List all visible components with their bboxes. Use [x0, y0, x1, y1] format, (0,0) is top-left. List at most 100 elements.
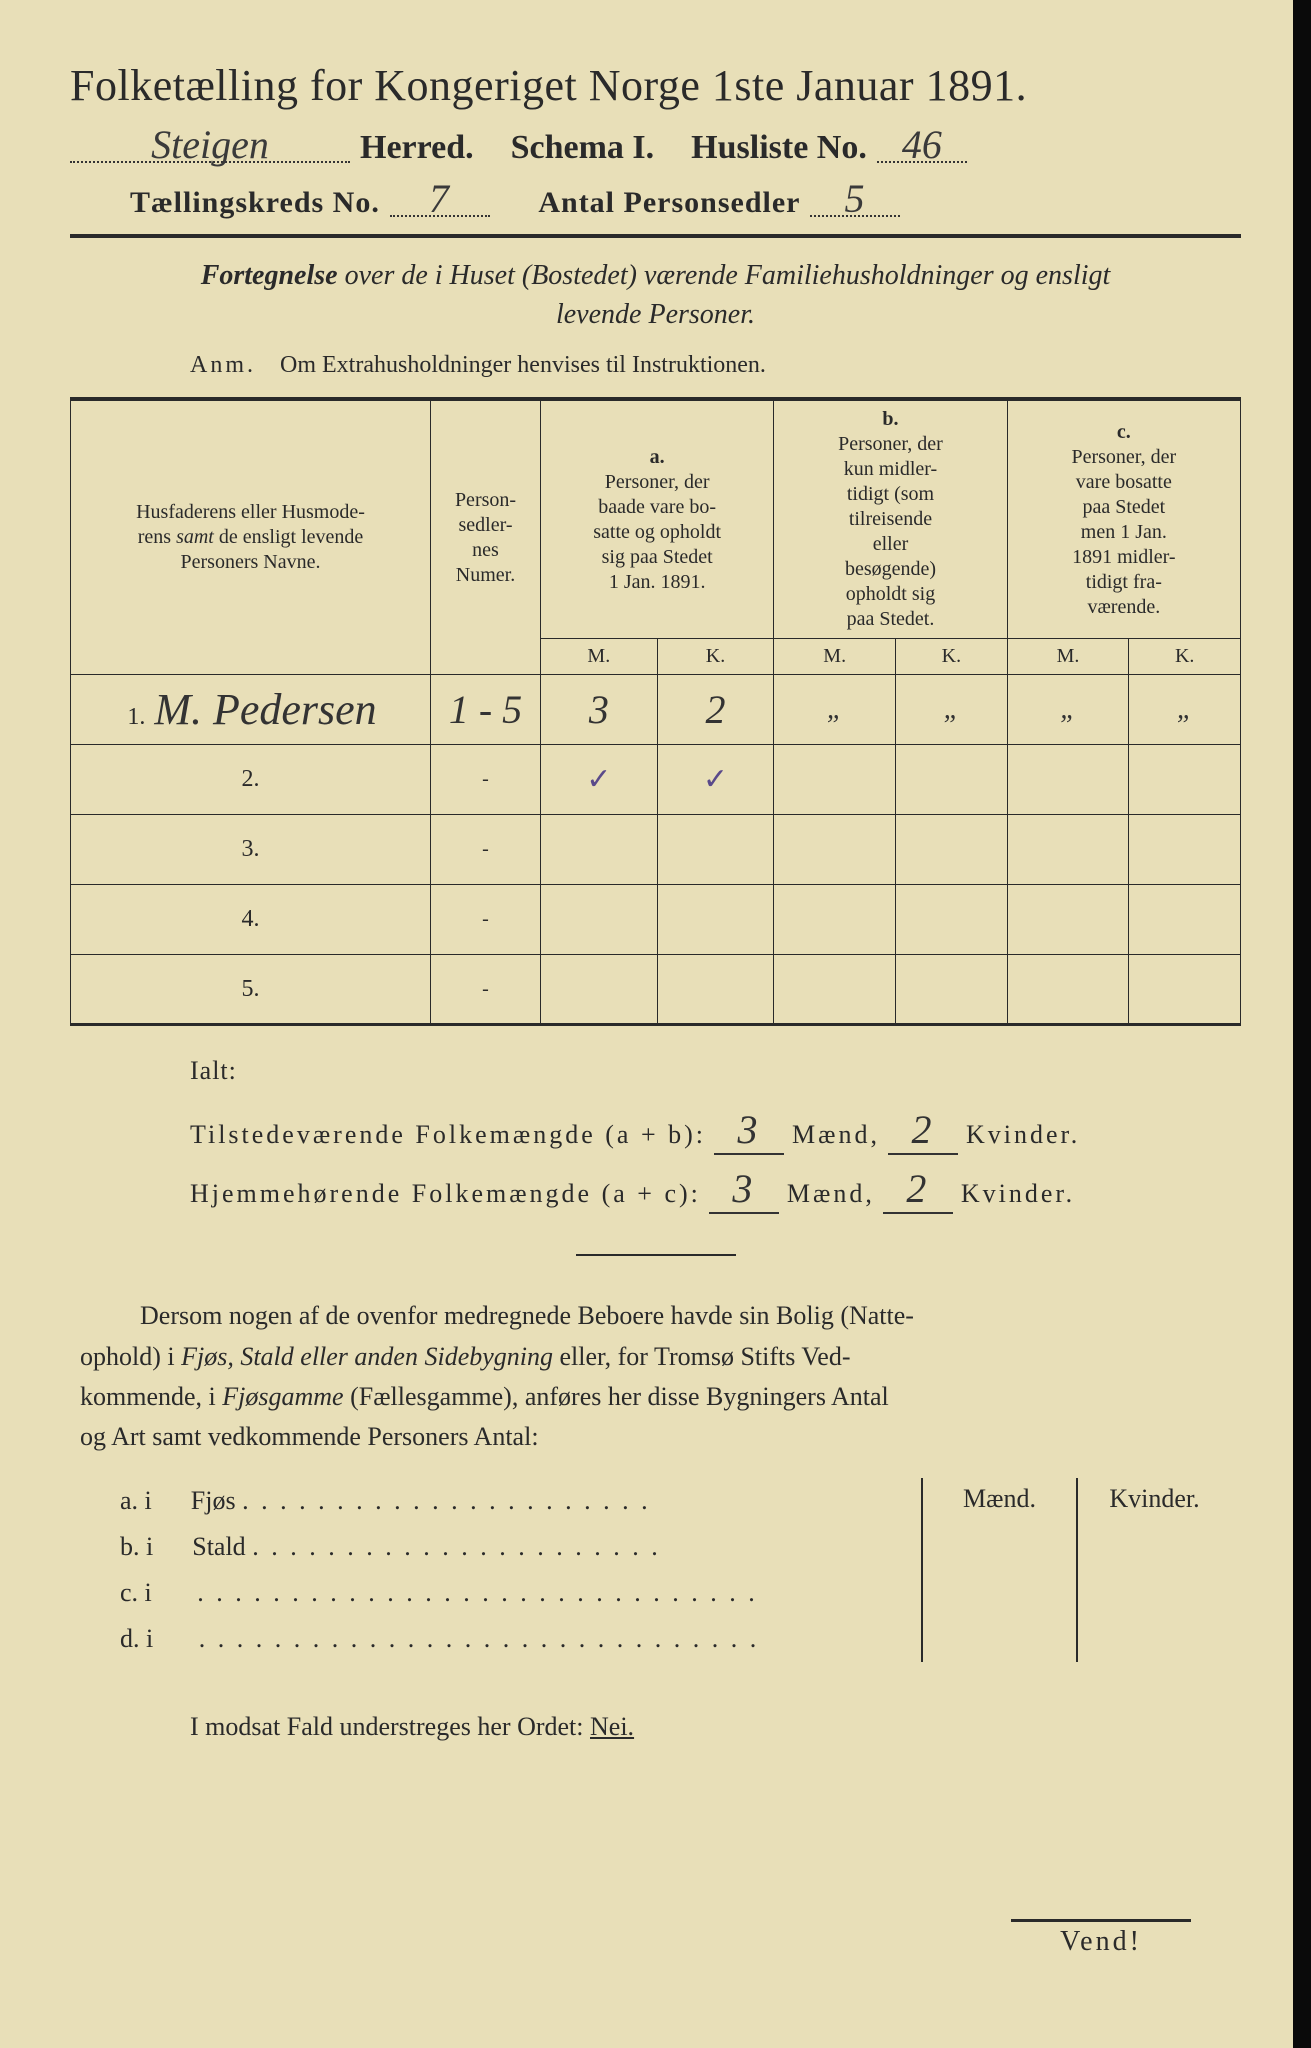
col-numer-4: Numer. [456, 564, 515, 586]
fortegnelse-line2: levende Personer. [556, 299, 755, 330]
col-numer-header: Person- sedler- nes Numer. [431, 399, 541, 675]
anm-note: Anm. Om Extrahusholdninger henvises til … [190, 352, 1241, 379]
header-line-2: Steigen Herred. Schema I. Husliste No. 4… [70, 129, 1241, 167]
b-m: M. [774, 639, 896, 675]
b-8: paa Stedet. [847, 608, 935, 630]
maend-2: Mænd, [787, 1179, 875, 1209]
b-m-cell [774, 815, 896, 885]
a-4: sig paa Stedet [602, 546, 713, 568]
numer-cell: 1 - 5 [431, 675, 541, 745]
b-letter: b. [882, 408, 898, 430]
dersom-3b: (Fællesgamme), anføres her disse Bygning… [344, 1382, 889, 1411]
c-k: K. [1129, 639, 1241, 675]
b-k-cell [896, 815, 1008, 885]
col-a-header: a. Personer, der baade vare bo- satte og… [541, 399, 774, 639]
col-numer-2: sedler- [458, 514, 512, 536]
c-k-cell [1129, 885, 1241, 955]
schema-label: Schema I. [511, 129, 655, 167]
table-row: 4.- [71, 885, 1241, 955]
b-k-cell [896, 745, 1008, 815]
divider [70, 234, 1241, 238]
side-right: Mænd. Kvinder. [921, 1478, 1231, 1662]
anm-label: Anm. [190, 352, 256, 378]
c-k-cell [1129, 955, 1241, 1025]
name-cell: 4. [71, 885, 431, 955]
dersom-2i: Fjøs, Stald eller anden Sidebygning [181, 1342, 553, 1371]
c-4: men 1 Jan. [1081, 521, 1167, 543]
c-7: værende. [1087, 596, 1160, 618]
a-2: baade vare bo- [598, 496, 716, 518]
a-k-cell [657, 885, 774, 955]
a-k-cell [657, 955, 774, 1025]
husliste-value: 46 [877, 129, 967, 163]
side-left: a. i Fjøs . . . . . . . . . . . . . . . … [80, 1478, 921, 1662]
hjemme-line: Hjemmehørende Folkemængde (a + c): 3 Mæn… [190, 1165, 1241, 1214]
totals-block: Ialt: Tilstedeværende Folkemængde (a + b… [190, 1056, 1241, 1214]
col-numer-1: Person- [455, 489, 516, 511]
numer-cell: - [431, 745, 541, 815]
b-m-cell [774, 955, 896, 1025]
kvinder-1: Kvinder. [966, 1120, 1080, 1150]
col-numer-3: nes [472, 539, 499, 561]
census-form-page: Folketælling for Kongeriget Norge 1ste J… [0, 0, 1311, 2048]
table-row: 2.-✓✓ [71, 745, 1241, 815]
maend-1: Mænd, [792, 1120, 880, 1150]
side-row: a. i Fjøs . . . . . . . . . . . . . . . … [80, 1478, 921, 1524]
husliste-label: Husliste No. [691, 129, 867, 167]
modsat-line: I modsat Fald understreges her Ordet: Ne… [190, 1712, 1241, 1742]
side-maend: Mænd. [923, 1478, 1078, 1662]
table-row: 5.- [71, 955, 1241, 1025]
antal-value: 5 [810, 183, 900, 217]
b-k-cell [896, 885, 1008, 955]
anm-text: Om Extrahusholdninger henvises til Instr… [280, 352, 766, 378]
numer-cell: - [431, 955, 541, 1025]
c-1: Personer, der [1071, 446, 1176, 468]
fortegnelse-heading: Fortegnelse over de i Huset (Bostedet) v… [70, 256, 1241, 334]
c-m-cell: „ [1007, 675, 1129, 745]
dersom-1: Dersom nogen af de ovenfor medregnede Be… [140, 1301, 914, 1330]
b-k: K. [896, 639, 1008, 675]
dersom-3i: Fjøsgamme [222, 1382, 343, 1411]
a-k: K. [657, 639, 774, 675]
b-5: eller [873, 533, 909, 555]
tilstede-line: Tilstedeværende Folkemængde (a + b): 3 M… [190, 1106, 1241, 1155]
household-table: Husfaderens eller Husmode- rens samt de … [70, 397, 1241, 1026]
name-cell: 2. [71, 745, 431, 815]
herred-label: Herred. [360, 129, 474, 167]
col-names-1: Husfaderens eller Husmode- [136, 501, 365, 523]
side-kvinder: Kvinder. [1078, 1478, 1231, 1662]
col-names-3: Personers Navne. [181, 551, 321, 573]
a-k-cell: 2 [657, 675, 774, 745]
header-line-3: Tællingskreds No. 7 Antal Personsedler 5 [70, 183, 1241, 220]
name-cell: 5. [71, 955, 431, 1025]
dersom-3: kommende, i [80, 1382, 222, 1411]
page-title: Folketælling for Kongeriget Norge 1ste J… [70, 60, 1241, 111]
c-letter: c. [1117, 421, 1131, 443]
tilstede-label: Tilstedeværende Folkemængde (a + b): [190, 1120, 706, 1150]
kreds-label: Tællingskreds No. [130, 186, 380, 220]
c-5: 1891 midler- [1072, 546, 1175, 568]
table-row: 1.M. Pedersen1 - 532„„„„ [71, 675, 1241, 745]
a-letter: a. [650, 446, 665, 468]
c-m-cell [1007, 745, 1129, 815]
c-2: vare bosatte [1076, 471, 1172, 493]
a-m-cell [541, 815, 658, 885]
dersom-paragraph: Dersom nogen af de ovenfor medregnede Be… [80, 1296, 1231, 1457]
col-names-2b: de ensligt levende [214, 526, 363, 548]
col-names-2: rens [138, 526, 176, 548]
col-names-2i: samt [176, 526, 214, 548]
dersom-4: og Art samt vedkommende Personers Antal: [80, 1422, 539, 1451]
kreds-value: 7 [390, 183, 490, 217]
b-m-cell: „ [774, 675, 896, 745]
b-6: besøgende) [845, 558, 936, 580]
name-cell: 3. [71, 815, 431, 885]
dersom-2: ophold) i [80, 1342, 181, 1371]
kvinder-2: Kvinder. [961, 1179, 1075, 1209]
c-3: paa Stedet [1082, 496, 1165, 518]
hjemme-k: 2 [883, 1165, 953, 1214]
dersom-2b: eller, for Tromsø Stifts Ved- [553, 1342, 851, 1371]
vend-label: Vend! [1011, 1919, 1191, 1958]
col-c-header: c. Personer, der vare bosatte paa Stedet… [1007, 399, 1240, 639]
a-1: Personer, der [605, 471, 710, 493]
b-3: tidigt (som [847, 483, 934, 505]
